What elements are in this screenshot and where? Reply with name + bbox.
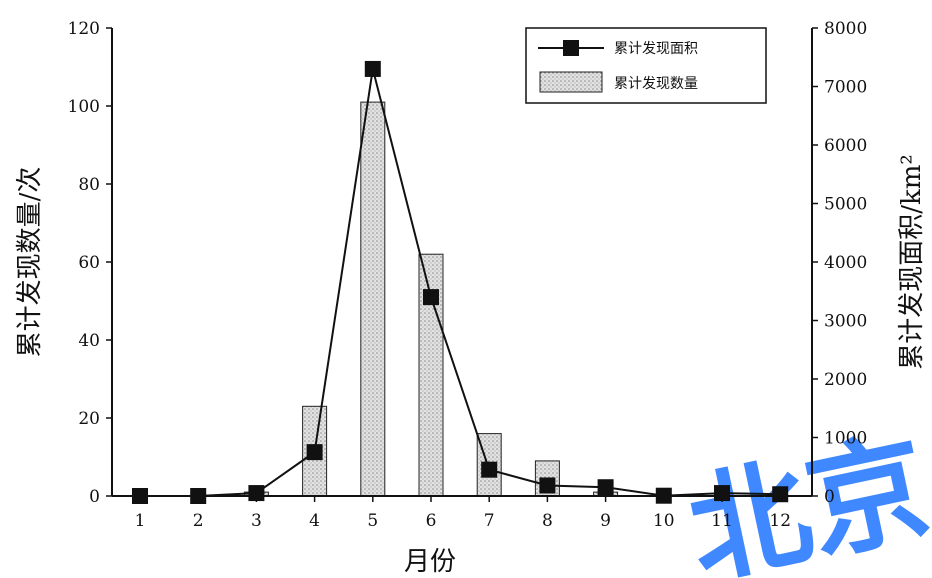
line-point-marker xyxy=(539,477,556,494)
x-tick-label: 9 xyxy=(600,511,611,531)
y-right-tick-label: 4000 xyxy=(824,253,867,273)
y-right-tick-label: 1000 xyxy=(824,429,867,449)
y-left-tick-label: 40 xyxy=(78,331,100,351)
line-point-marker xyxy=(714,485,730,502)
legend-bar-swatch xyxy=(539,71,603,93)
y-axis-right-title: 累计发现面积/km² xyxy=(897,154,927,370)
line-point-marker xyxy=(772,486,789,503)
y-axis-left-title: 累计发现数量/次 xyxy=(15,167,45,358)
y-right-tick-label: 3000 xyxy=(824,312,867,332)
y-right-tick-label: 6000 xyxy=(824,136,867,156)
y-left-tick-label: 0 xyxy=(89,487,100,507)
y-left-tick-label: 100 xyxy=(68,97,100,117)
y-left-tick-label: 60 xyxy=(78,253,100,273)
legend-bar-label: 累计发现数量 xyxy=(614,76,698,92)
x-tick-label: 10 xyxy=(653,511,675,531)
line-point-marker xyxy=(655,487,672,504)
bar xyxy=(360,101,386,497)
line-point-marker xyxy=(190,488,207,504)
line-point-marker xyxy=(423,289,439,306)
x-tick-label: 7 xyxy=(484,511,495,531)
y-left-tick-label: 120 xyxy=(68,19,100,39)
y-right-tick-label: 7000 xyxy=(824,78,867,98)
line-point-marker xyxy=(481,461,498,478)
x-tick-label: 1 xyxy=(135,511,146,531)
y-right-tick-label: 2000 xyxy=(824,370,867,390)
y-right-tick-label: 8000 xyxy=(824,19,867,39)
x-tick-label: 2 xyxy=(193,511,204,531)
x-axis-title: 月份 xyxy=(404,547,456,577)
x-tick-label: 12 xyxy=(769,511,791,531)
legend-line-label: 累计发现面积 xyxy=(614,41,698,57)
x-tick-label: 4 xyxy=(309,511,320,531)
x-tick-label: 6 xyxy=(426,511,437,531)
line-point-marker xyxy=(132,488,148,504)
y-left-tick-label: 80 xyxy=(78,175,100,195)
legend: 累计发现面积 累计发现数量 xyxy=(525,27,767,104)
line-point-marker xyxy=(248,485,265,502)
line-point-marker xyxy=(597,479,614,496)
x-tick-label: 5 xyxy=(367,511,378,531)
x-tick-label: 3 xyxy=(251,511,262,531)
y-right-tick-label: 0 xyxy=(824,487,835,507)
axes-layer: 0 20 40 60 80 100 120 0 1000 2000 3000 4000 5000 6000… xyxy=(68,19,868,531)
y-right-tick-label: 5000 xyxy=(824,195,867,215)
y-left-tick-label: 20 xyxy=(78,409,100,429)
line-point-marker xyxy=(306,444,323,461)
x-tick-label: 11 xyxy=(711,511,733,531)
x-tick-label: 8 xyxy=(542,511,553,531)
line-layer xyxy=(132,60,789,504)
series-line-area xyxy=(140,68,781,497)
legend-line-marker xyxy=(563,40,579,56)
line-point-marker xyxy=(364,60,381,77)
